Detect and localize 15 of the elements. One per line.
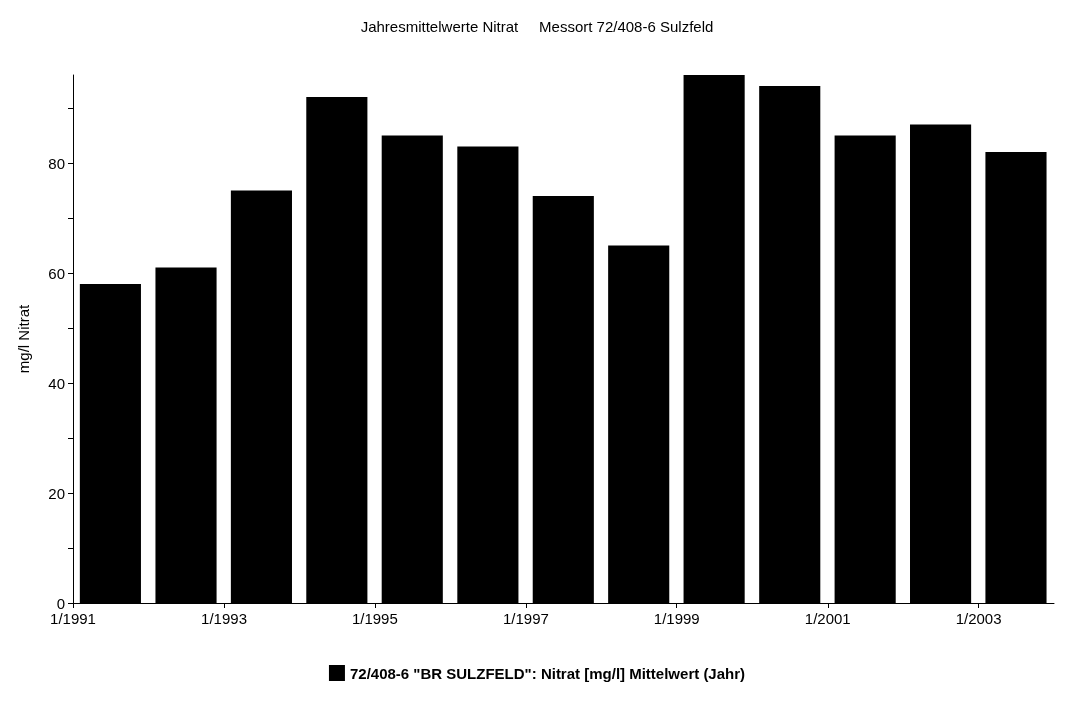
y-tick-label: 0 (56, 594, 65, 612)
y-tick-label: 60 (48, 264, 65, 282)
x-tick-label: 1/1999 (653, 610, 700, 627)
y-axis-title: mg/l Nitrat (15, 304, 32, 374)
x-tick-label: 1/1991 (50, 610, 96, 627)
x-tick-label: 1/1997 (502, 610, 549, 627)
x-tick-label: 1/1995 (351, 610, 398, 627)
chart-title: Jahresmittelwerte Nitrat Messort 72/408-6 Sulzfeld (360, 18, 714, 35)
x-tick-label: 1/2003 (955, 610, 1002, 627)
x-tick-label: 1/2001 (804, 610, 851, 627)
y-tick-label: 80 (48, 154, 65, 172)
y-tick-label: 40 (48, 374, 65, 392)
legend-label: 72/408-6 "BR SULZFELD": Nitrat [mg/l] Mittelwert (Jahr) (349, 664, 746, 682)
x-tick-label: 1/1993 (201, 610, 247, 627)
y-tick-label: 20 (48, 484, 65, 502)
